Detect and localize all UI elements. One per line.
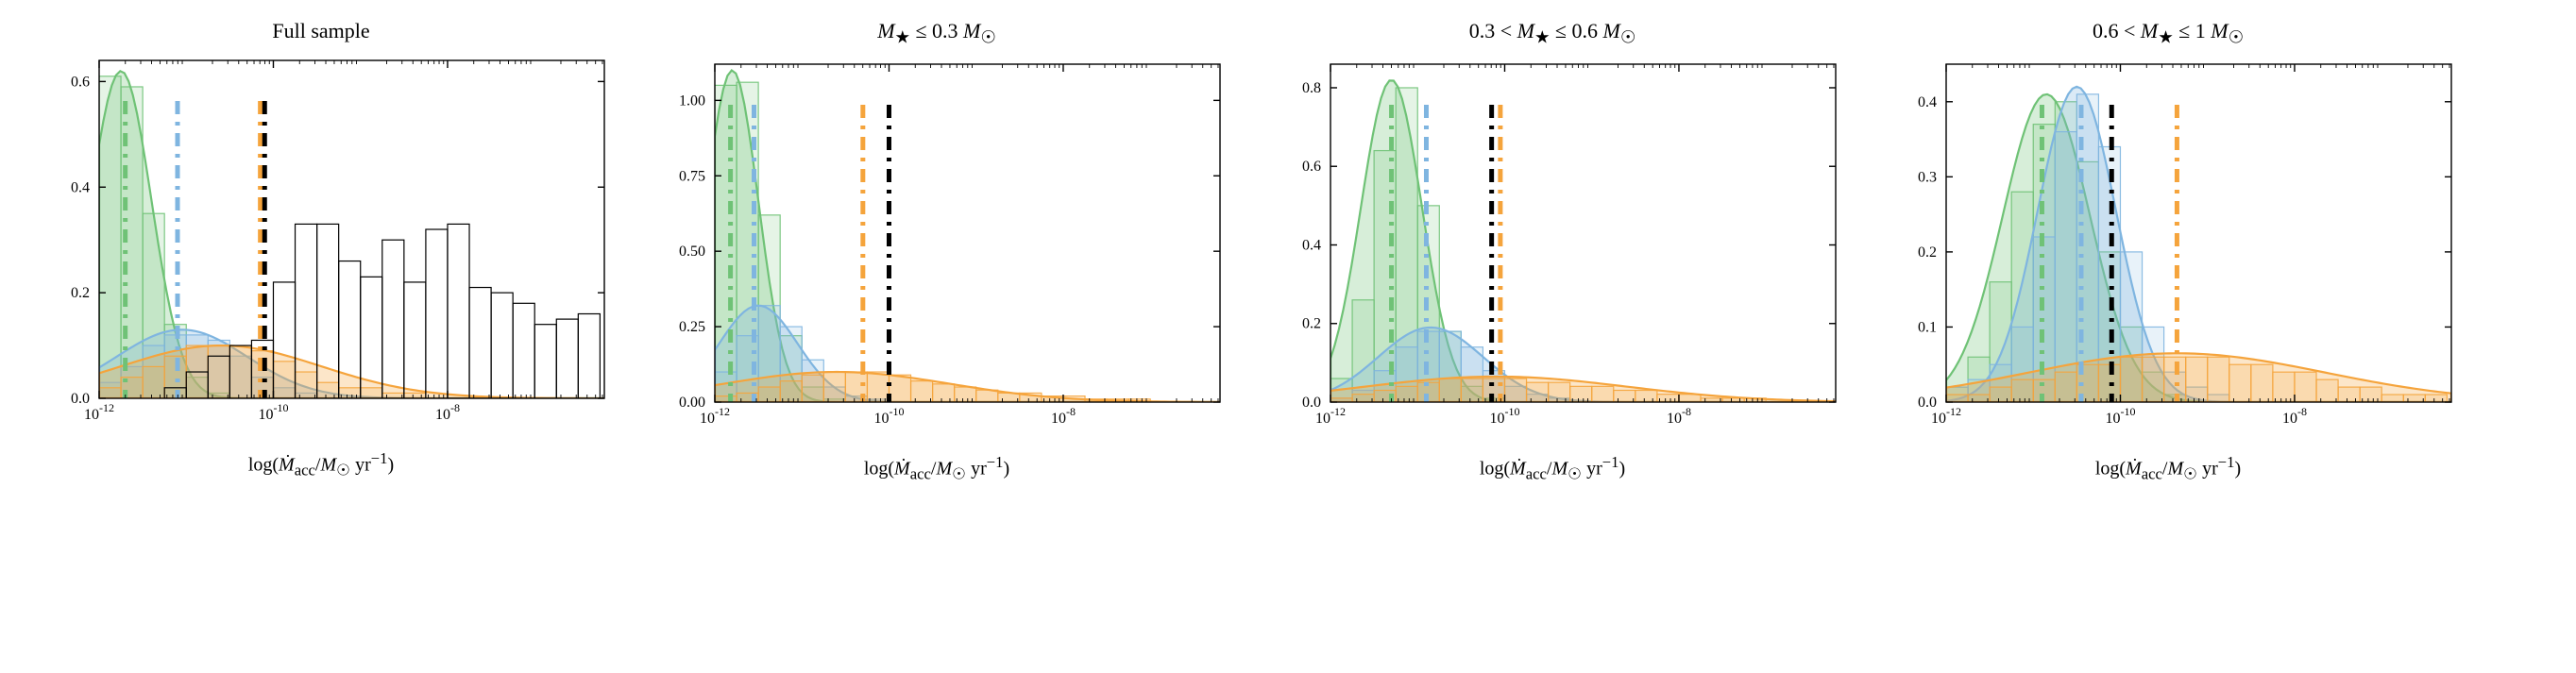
svg-text:1.00: 1.00: [679, 93, 705, 109]
svg-text:0.75: 0.75: [679, 169, 705, 185]
svg-text:0.00: 0.00: [679, 395, 705, 411]
svg-text:0.25: 0.25: [679, 319, 705, 335]
panel-title: M★ ≤ 0.3 M☉: [877, 19, 996, 47]
svg-text:10-10: 10-10: [1489, 405, 1519, 427]
chart-wrap: 0.000.250.500.751.0010-1210-1010-8: [635, 53, 1239, 449]
svg-text:0.8: 0.8: [1302, 80, 1321, 96]
panel-high: 0.6 < M★ ≤ 1 M☉0.00.10.20.30.410-1210-10…: [1866, 19, 2470, 484]
panel-title: 0.3 < M★ ≤ 0.6 M☉: [1469, 19, 1636, 47]
chart-wrap: 0.00.20.40.60.810-1210-1010-8: [1250, 53, 1855, 449]
svg-text:0.0: 0.0: [1302, 395, 1321, 411]
svg-text:0.2: 0.2: [1918, 244, 1937, 261]
x-axis-label: log(Ṁacc/M☉ yr−1): [864, 453, 1009, 484]
svg-text:0.1: 0.1: [1918, 320, 1937, 336]
chart-wrap: 0.00.10.20.30.410-1210-1010-8: [1866, 53, 2470, 449]
figure-row: Full sampleDensity0.00.20.40.610-1210-10…: [19, 19, 2557, 484]
svg-text:0.2: 0.2: [71, 285, 90, 301]
y-axis-label: Density: [0, 218, 2, 277]
chart-wrap: Density0.00.20.40.610-1210-1010-8: [19, 49, 623, 446]
panel-full: Full sampleDensity0.00.20.40.610-1210-10…: [19, 19, 623, 480]
svg-text:0.3: 0.3: [1918, 170, 1937, 186]
svg-text:10-10: 10-10: [2105, 405, 2135, 427]
panel-low: M★ ≤ 0.3 M☉0.000.250.500.751.0010-1210-1…: [635, 19, 1239, 484]
panel-title: 0.6 < M★ ≤ 1 M☉: [2093, 19, 2244, 47]
x-axis-label: log(Ṁacc/M☉ yr−1): [2095, 453, 2241, 484]
svg-text:10-8: 10-8: [1051, 405, 1076, 427]
x-axis-label: log(Ṁacc/M☉ yr−1): [1480, 453, 1625, 484]
svg-text:0.4: 0.4: [1302, 238, 1321, 254]
svg-text:0.0: 0.0: [1918, 395, 1937, 411]
x-axis-label: log(Ṁacc/M☉ yr−1): [248, 449, 394, 480]
svg-text:0.50: 0.50: [679, 244, 705, 261]
svg-text:0.4: 0.4: [1918, 94, 1937, 110]
svg-text:10-8: 10-8: [2282, 405, 2307, 427]
panel-title: Full sample: [272, 19, 369, 43]
svg-text:10-10: 10-10: [873, 405, 904, 427]
svg-text:0.6: 0.6: [1302, 160, 1321, 176]
svg-text:0.6: 0.6: [71, 74, 90, 90]
svg-text:10-10: 10-10: [258, 401, 288, 423]
svg-text:10-8: 10-8: [435, 401, 460, 423]
svg-text:0.0: 0.0: [71, 391, 90, 407]
svg-text:0.2: 0.2: [1302, 316, 1321, 332]
panel-mid: 0.3 < M★ ≤ 0.6 M☉0.00.20.40.60.810-1210-…: [1250, 19, 1855, 484]
svg-text:10-8: 10-8: [1667, 405, 1691, 427]
svg-text:0.4: 0.4: [71, 179, 90, 195]
